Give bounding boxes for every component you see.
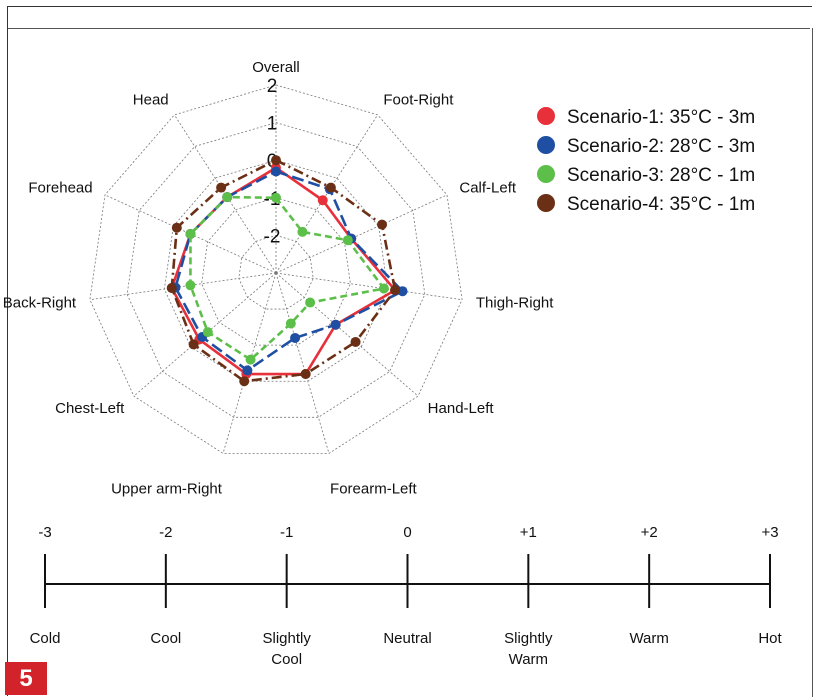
scale-label: Slightly Cool [262,630,311,668]
scale-label: Cold [30,630,61,647]
axis-label: Upper arm-Right [111,481,223,498]
radial-tick-label: 1 [267,114,278,135]
data-point [271,192,281,203]
legend-entry: Scenario-3: 28°C - 1m [567,165,755,186]
grid-spoke [275,194,448,274]
figure-frame [7,6,814,696]
data-point [166,282,177,293]
legend-entry: Scenario-2: 28°C - 3m [567,136,755,157]
data-point [377,219,388,230]
data-point [239,376,250,387]
data-point [202,327,213,338]
scale-value: -3 [38,524,51,541]
scale-value: +3 [761,524,778,541]
data-point [317,195,328,206]
series-line [170,166,398,376]
series-line [189,195,387,362]
series-line [170,158,397,383]
axis-label: Hand-Left [428,400,495,417]
axis-label: Forearm-Left [330,481,418,498]
axis-label: Back-Right [3,294,77,311]
series [166,155,401,387]
data-point [330,319,341,330]
data-point [271,155,281,166]
scale-value: +2 [641,524,658,541]
data-point [290,332,301,343]
grid-spoke [275,272,463,301]
data-point [397,286,408,297]
axis-label: Thigh-Right [476,294,554,311]
legend-entry: Scenario-4: 35°C - 1m [567,194,755,215]
legend-marker [537,107,555,125]
data-point [305,297,316,308]
grid-ring [163,159,389,382]
data-point [378,283,389,294]
radar-grid [89,84,463,454]
grid-spoke [275,114,378,274]
data-point [242,365,253,376]
data-point [342,235,353,246]
figure-number-badge: 5 [5,662,47,695]
grid-ring [201,197,351,346]
data-point [222,192,233,203]
scale-value: -2 [159,524,172,541]
data-point [245,354,256,365]
axis-label: Overall [252,59,300,76]
axis-labels: Overall Foot-Right Calf-Left Thigh-Right Han… [3,59,555,498]
scale-value: 0 [403,524,411,541]
axis-label: Calf-Left [459,179,517,196]
scale-value: +1 [520,524,537,541]
grid-spoke [174,114,277,274]
data-point [285,318,296,329]
figure-top-rule [8,28,810,29]
frame-gap [812,0,823,30]
grid-spoke [275,272,330,454]
scale-label: Neutral [383,630,431,647]
data-point [185,228,196,239]
radial-tick-label: -2 [264,226,281,247]
axis-label: Foot-Right [383,92,454,109]
axis-label: Forehead [28,179,92,196]
axis-label: Chest-Left [55,400,125,417]
data-point [350,336,361,347]
axis-label: Head [133,92,169,109]
legend-entry: Scenario-1: 35°C - 3m [567,107,755,128]
data-point [185,280,196,291]
legend-marker [537,194,555,212]
data-point [300,369,311,380]
thermal-sensation-scale: -3 Cold -2 Cool -1 Slightly Cool 0 Neutral +1 Slig… [30,524,783,668]
data-point [188,339,199,350]
scale-label: Slightly Warm [504,630,553,668]
grid-spoke [275,272,419,397]
grid-ring [238,234,314,310]
scale-label: Warm [629,630,668,647]
legend: Scenario-1: 35°C - 3m Scenario-2: 28°C - … [537,107,755,215]
legend-marker [537,136,555,154]
data-point [325,182,336,193]
data-point [216,182,227,193]
data-point [271,166,281,177]
figure-right-rule [812,28,813,697]
radial-tick-label: 2 [267,76,278,97]
data-point [390,285,401,296]
data-point [171,222,182,233]
scale-label: Cool [150,630,181,647]
grid-ring [126,122,426,418]
scale-value: -1 [280,524,293,541]
data-series [166,155,408,387]
grid-spoke [89,272,277,301]
data-point [297,226,308,237]
series [185,192,389,365]
scale-label: Hot [758,630,782,647]
legend-marker [537,165,555,183]
